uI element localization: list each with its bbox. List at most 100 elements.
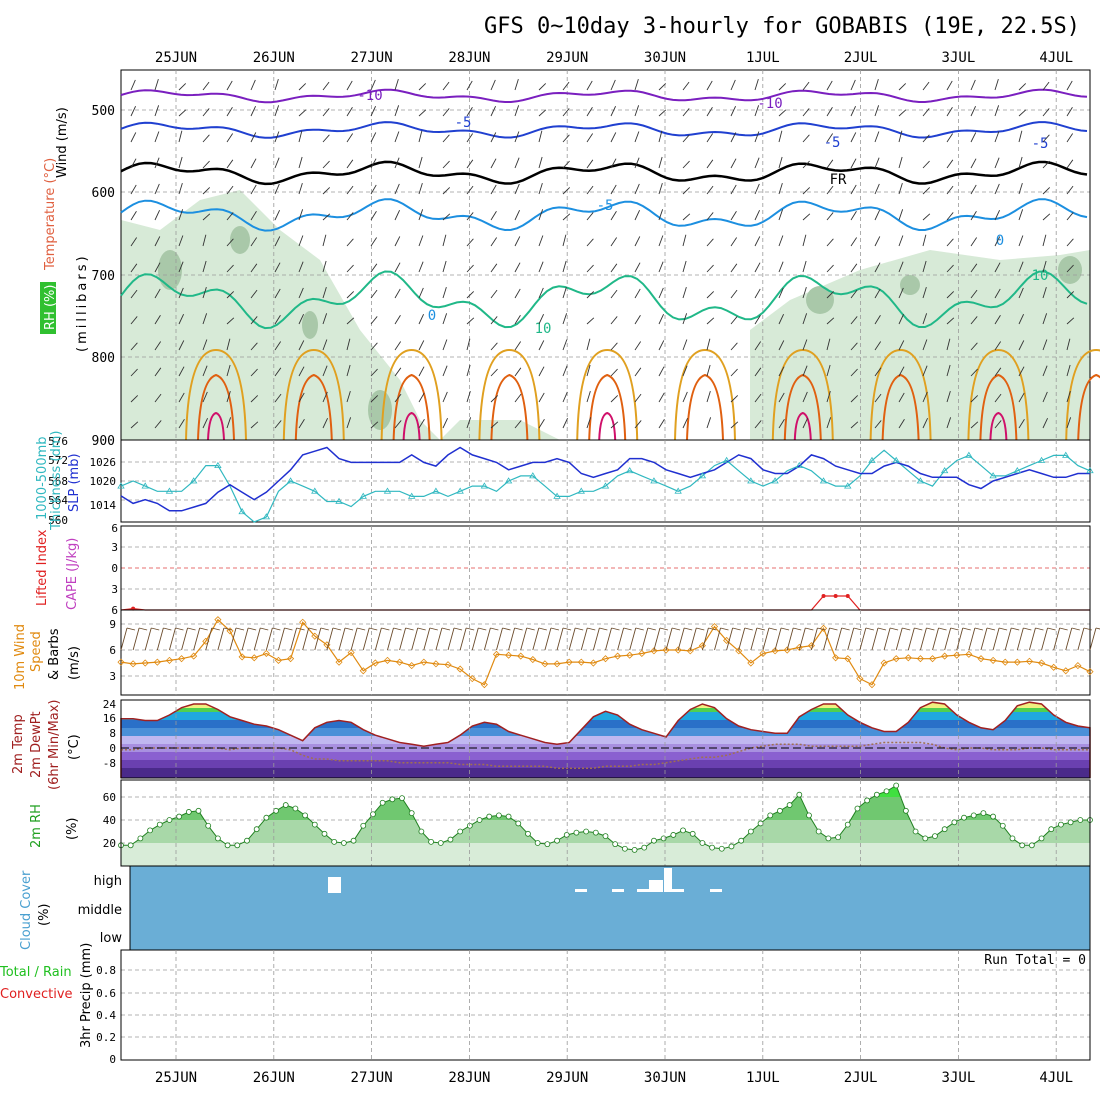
wind-barb	[562, 365, 568, 377]
wind10m-barb-flag	[151, 627, 160, 631]
wind-speed-point	[347, 649, 355, 657]
rh2m-point	[263, 814, 270, 821]
rh-shade-mid	[440, 420, 560, 440]
wind10m-barb	[762, 627, 770, 651]
wind-barb	[610, 105, 616, 117]
wind-barb	[802, 108, 810, 117]
wind-barb	[154, 314, 161, 325]
label-rh-units: (%)	[65, 818, 80, 841]
label-lifted: Lifted Index	[35, 529, 50, 606]
wind-barb	[274, 157, 280, 169]
wind-barb	[922, 134, 930, 143]
wind-barb	[514, 420, 522, 429]
cloud-gap	[672, 889, 684, 892]
wind-barb	[130, 184, 137, 195]
wind10m-barb	[895, 627, 903, 651]
wind-speed-point	[202, 637, 210, 645]
wind-speed-point	[977, 655, 985, 663]
date-label-top: 29JUN	[546, 50, 588, 66]
wind-barb	[826, 80, 833, 91]
contour-hot	[392, 373, 431, 441]
rh2m-panel: 60 40 20	[103, 779, 1093, 867]
wind-barb	[298, 182, 303, 195]
wind-barb	[634, 420, 642, 429]
wind-barb	[226, 212, 234, 221]
rh-shade-dark	[302, 311, 318, 339]
contour-label: -5	[824, 135, 841, 151]
thickness-point	[189, 477, 198, 484]
wind-barb	[418, 366, 425, 377]
lifted-index-cape-panel: 6 3 0 3 6	[111, 522, 1091, 617]
wind-barb	[802, 365, 808, 377]
wind10m-barb-flag	[829, 627, 838, 631]
wind-barb	[394, 314, 401, 325]
label-2mdewpt: 2m DewPt	[29, 711, 44, 778]
wind-barb	[922, 187, 931, 195]
wind-barb	[706, 80, 713, 91]
wind-barb	[682, 286, 687, 299]
wind-barb	[562, 286, 567, 299]
rh2m-point	[1009, 835, 1016, 842]
wind-barb	[538, 366, 545, 377]
wind-barb	[370, 158, 377, 169]
cloud-level-low: low	[100, 931, 123, 946]
wind-speed-point	[432, 660, 440, 668]
wind10m-barb	[847, 627, 855, 651]
wind10m-barb-flag	[1071, 627, 1080, 631]
wind-barb	[874, 393, 882, 403]
wind-barb	[274, 131, 280, 143]
wind-speed-point	[601, 655, 610, 663]
wind-barb	[418, 83, 427, 91]
wind-barb	[418, 109, 427, 117]
wind-barb	[898, 156, 903, 169]
wind-barb	[466, 80, 473, 91]
rh2m-point	[234, 842, 241, 849]
wind10m-barb-flag	[526, 627, 535, 631]
wind10m-barb-flag	[974, 627, 983, 631]
wind-barb	[778, 130, 783, 143]
contour-warm	[478, 348, 541, 441]
wind-barb	[730, 395, 739, 403]
wind10m-panel: 9 6 3	[109, 609, 1100, 696]
wind-barb	[370, 368, 378, 377]
wind10m-barb	[726, 627, 734, 651]
contour-warm	[380, 348, 443, 441]
rh2m-point	[583, 828, 590, 835]
contour-minus5	[120, 121, 1088, 139]
wind-barb	[538, 287, 544, 299]
wind-barb	[826, 338, 831, 351]
wind10m-barb	[798, 627, 806, 651]
wind-barb	[154, 209, 160, 221]
wind-barb	[802, 391, 808, 403]
wind-barb	[250, 395, 259, 403]
wind-barb	[874, 262, 881, 273]
label-thickness-b: Thickness (dm)	[49, 431, 64, 531]
wind-speed-point	[747, 659, 755, 667]
date-label-bottom: 4JUL	[1039, 1070, 1073, 1086]
wind10m-barb-flag	[611, 627, 620, 631]
wind10m-barb	[350, 627, 358, 651]
label-cloud: Cloud Cover	[19, 870, 34, 950]
wind10m-barb	[435, 627, 443, 651]
wind-speed-point	[735, 647, 743, 655]
wind10m-barb	[641, 627, 649, 651]
wind-barb	[442, 81, 450, 91]
wind-barb	[562, 260, 567, 273]
wind-barb	[442, 286, 447, 299]
wind-barb	[634, 367, 642, 377]
wind-speed-point	[238, 653, 246, 661]
wind-barb	[418, 340, 425, 351]
rh2m-point	[1077, 817, 1084, 823]
wind-barb	[178, 209, 184, 221]
wind-barb	[586, 264, 594, 273]
rh2m-point	[709, 844, 715, 851]
wind-speed-point	[868, 681, 876, 689]
wind-barb	[970, 263, 978, 273]
pressure-tick-label: 800	[92, 351, 115, 366]
wind-barb	[370, 342, 378, 351]
wind-barb	[586, 390, 591, 403]
rh2m-point	[437, 840, 444, 846]
wind-speed-point	[480, 681, 488, 689]
wind-barb	[922, 108, 930, 117]
date-label-top: 30JUN	[644, 50, 686, 66]
